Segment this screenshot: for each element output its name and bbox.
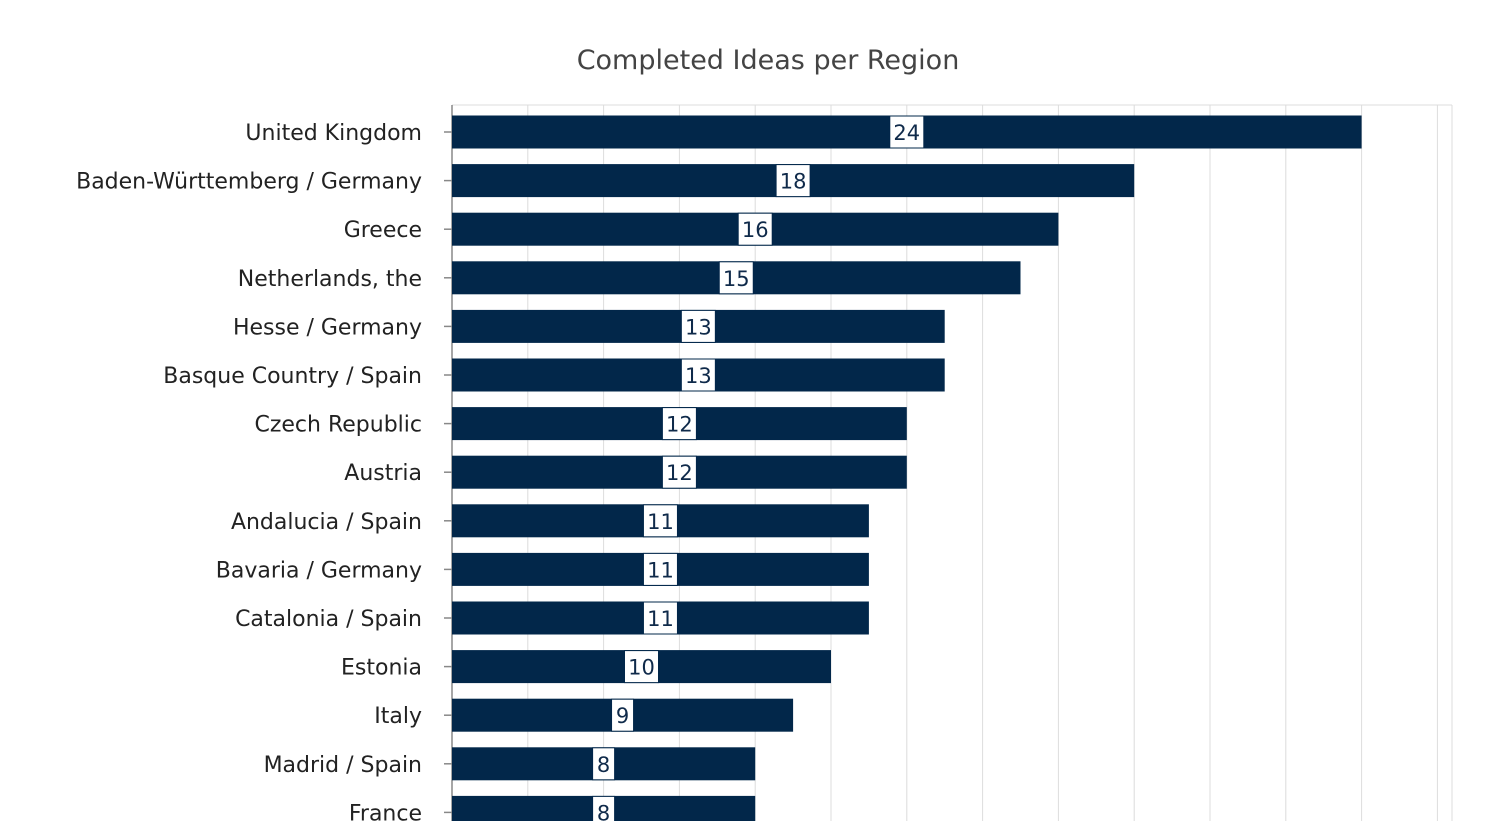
value-label: 11 bbox=[647, 510, 674, 534]
value-label: 9 bbox=[616, 704, 629, 728]
category-label: Greece bbox=[344, 218, 422, 243]
value-label: 18 bbox=[780, 170, 807, 194]
value-label: 13 bbox=[685, 315, 712, 339]
value-label-box bbox=[661, 407, 697, 441]
value-label: 12 bbox=[666, 461, 693, 485]
category-label: Netherlands, the bbox=[238, 267, 422, 292]
value-label: 12 bbox=[666, 413, 693, 437]
value-label: 8 bbox=[597, 801, 610, 821]
value-label: 11 bbox=[647, 558, 674, 582]
value-label: 16 bbox=[742, 218, 769, 242]
value-label-box bbox=[592, 795, 616, 825]
value-label-box bbox=[624, 650, 659, 684]
category-label: Hesse / Germany bbox=[233, 315, 422, 340]
value-label-box bbox=[642, 552, 678, 586]
value-label-box bbox=[737, 212, 773, 246]
category-label: Catalonia / Spain bbox=[235, 607, 422, 632]
category-label: Bavaria / Germany bbox=[216, 558, 422, 583]
category-label: Andalucia / Spain bbox=[231, 510, 422, 535]
value-label-box bbox=[642, 601, 678, 635]
value-label-box bbox=[642, 504, 678, 538]
value-label: 15 bbox=[723, 267, 750, 291]
category-label: United Kingdom bbox=[245, 121, 422, 146]
category-label: Czech Republic bbox=[254, 413, 422, 438]
value-label-box bbox=[592, 747, 616, 781]
category-label: France bbox=[349, 801, 422, 821]
chart-title: Completed Ideas per Region bbox=[577, 45, 960, 76]
y-axis bbox=[444, 105, 453, 821]
value-label-box bbox=[661, 455, 697, 489]
value-label-box bbox=[718, 261, 754, 295]
category-label: Basque Country / Spain bbox=[163, 364, 422, 389]
value-label: 24 bbox=[893, 121, 920, 145]
category-label: Italy bbox=[374, 704, 422, 729]
value-label-box bbox=[889, 115, 925, 149]
value-label-box bbox=[680, 358, 716, 392]
value-label: 13 bbox=[685, 364, 712, 388]
category-labels: United Kingdom Baden-Württemberg / German… bbox=[76, 121, 422, 825]
value-label: 8 bbox=[597, 753, 610, 777]
value-label-box bbox=[680, 309, 716, 343]
category-label: Estonia bbox=[341, 656, 422, 681]
category-label: Baden-Württemberg / Germany bbox=[76, 170, 422, 195]
value-label: 10 bbox=[628, 656, 655, 680]
value-label-box bbox=[775, 164, 811, 198]
category-label: Madrid / Spain bbox=[264, 753, 422, 778]
value-labels: 24 18 16 15 13 13 12 12 11 11 11 10 9 8 8 bbox=[592, 115, 925, 825]
value-label: 11 bbox=[647, 607, 674, 631]
category-label: Austria bbox=[344, 461, 422, 486]
value-label-box bbox=[611, 698, 635, 732]
